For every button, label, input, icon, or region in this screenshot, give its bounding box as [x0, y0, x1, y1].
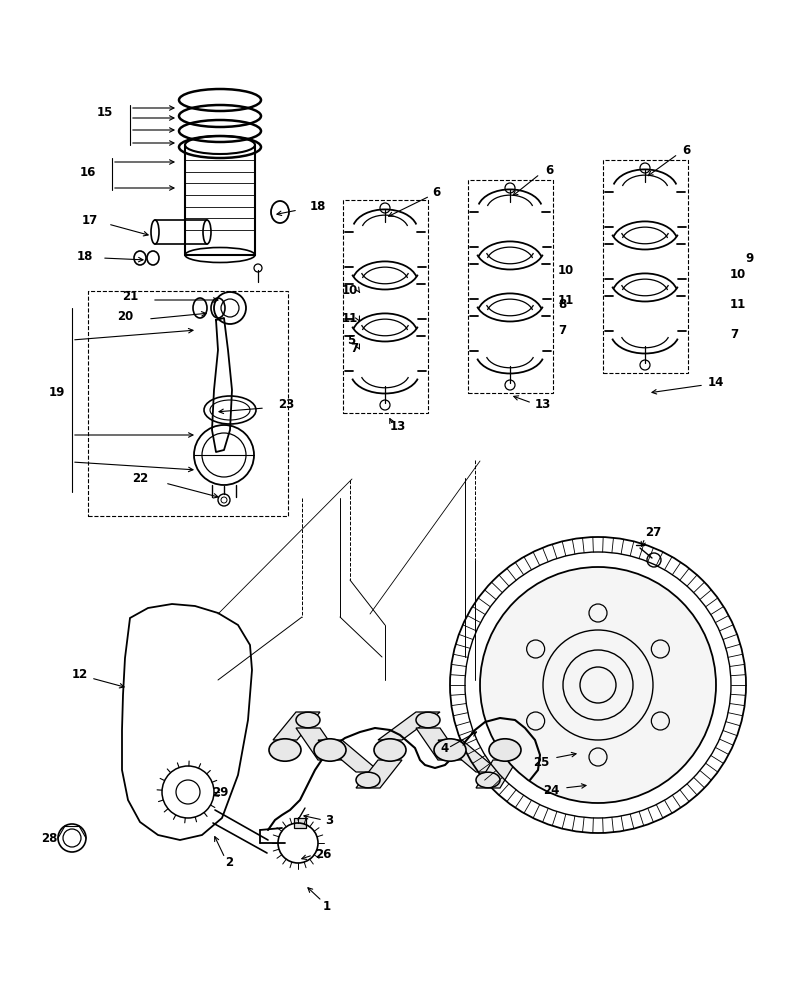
- Ellipse shape: [416, 712, 440, 728]
- Text: 7: 7: [558, 324, 566, 336]
- Text: 1: 1: [323, 900, 331, 914]
- Bar: [468, 180, 553, 393]
- Text: 6: 6: [432, 186, 440, 198]
- Ellipse shape: [434, 739, 466, 761]
- Text: 10: 10: [558, 263, 574, 276]
- Text: 12: 12: [72, 668, 88, 682]
- Text: 23: 23: [278, 398, 294, 412]
- Bar: [294, 818, 306, 828]
- Text: 21: 21: [122, 290, 138, 304]
- Polygon shape: [273, 712, 320, 740]
- Text: 8: 8: [558, 298, 566, 312]
- Bar: [343, 200, 427, 413]
- Circle shape: [480, 567, 716, 803]
- Polygon shape: [476, 760, 517, 788]
- Text: 4: 4: [440, 742, 448, 754]
- Bar: [603, 160, 688, 373]
- Polygon shape: [378, 712, 440, 740]
- Text: 15: 15: [97, 105, 113, 118]
- Text: 13: 13: [390, 420, 406, 434]
- Text: 5: 5: [347, 334, 355, 347]
- Text: 29: 29: [212, 786, 229, 800]
- Text: 24: 24: [544, 784, 560, 796]
- Polygon shape: [438, 740, 500, 772]
- Polygon shape: [296, 728, 342, 760]
- Text: 13: 13: [535, 398, 551, 412]
- Text: 10: 10: [730, 268, 747, 282]
- Text: 26: 26: [315, 848, 331, 861]
- Text: 27: 27: [645, 526, 661, 540]
- Ellipse shape: [314, 739, 346, 761]
- Text: 6: 6: [682, 143, 690, 156]
- Text: 19: 19: [48, 385, 65, 398]
- Text: 17: 17: [82, 214, 98, 227]
- Ellipse shape: [296, 712, 320, 728]
- Polygon shape: [356, 760, 402, 788]
- Ellipse shape: [489, 739, 521, 761]
- Text: 3: 3: [325, 814, 333, 826]
- Text: 11: 11: [730, 298, 747, 312]
- Ellipse shape: [374, 739, 406, 761]
- Ellipse shape: [356, 772, 380, 788]
- Text: 16: 16: [80, 166, 96, 180]
- Text: 7: 7: [730, 328, 739, 342]
- Text: 18: 18: [310, 200, 326, 214]
- Text: 25: 25: [533, 756, 550, 768]
- Polygon shape: [318, 740, 380, 772]
- Text: 7: 7: [350, 342, 358, 355]
- Text: 28: 28: [40, 832, 57, 844]
- Ellipse shape: [476, 772, 500, 788]
- Text: 10: 10: [342, 284, 358, 296]
- Text: 22: 22: [132, 473, 148, 486]
- Polygon shape: [416, 728, 462, 760]
- Text: 2: 2: [225, 856, 234, 869]
- Text: 20: 20: [116, 310, 133, 324]
- Text: 18: 18: [77, 250, 93, 263]
- Ellipse shape: [269, 739, 301, 761]
- Text: 6: 6: [545, 163, 553, 176]
- Text: 11: 11: [342, 312, 358, 324]
- Text: 9: 9: [745, 251, 753, 264]
- Text: 14: 14: [708, 376, 725, 389]
- Text: 11: 11: [558, 294, 574, 306]
